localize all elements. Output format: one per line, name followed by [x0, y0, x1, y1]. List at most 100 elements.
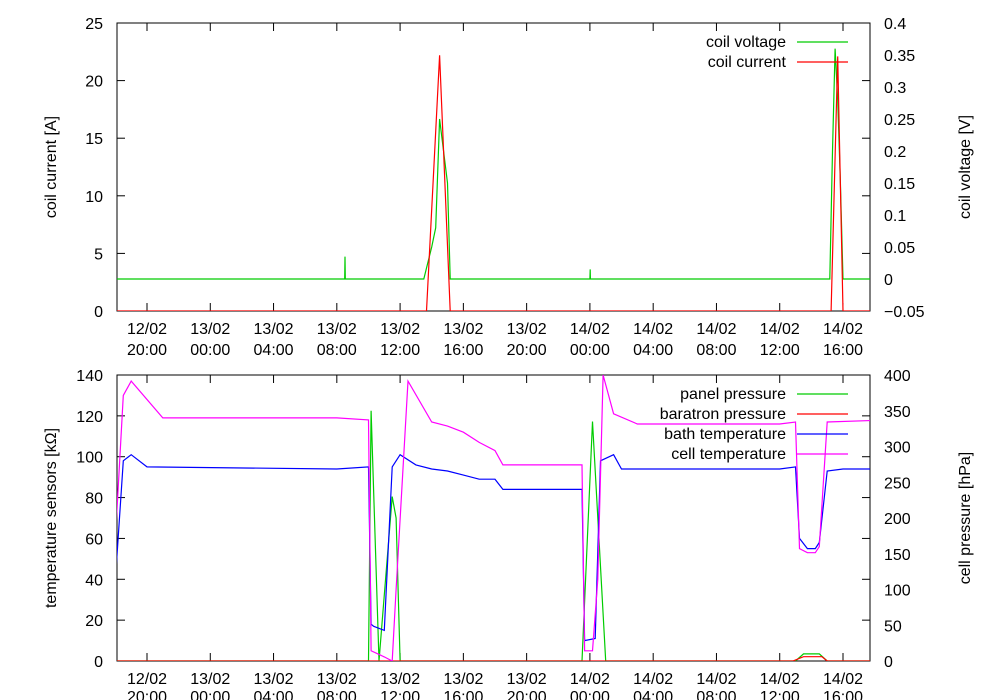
- x-tick-label-date: 13/02: [443, 671, 483, 688]
- y2-tick-label: 0.35: [884, 48, 915, 65]
- y-tick-label: 5: [94, 246, 103, 263]
- y-tick-label: 10: [85, 189, 103, 206]
- y2-tick-label: 0.2: [884, 144, 906, 161]
- series-coil-voltage-line: [117, 48, 870, 280]
- y2-tick-label: 0.25: [884, 112, 915, 129]
- coil-chart: 0 5 10 15 20 25 −0.05 0 0.05 0.1 0.15 0.2 0.25 0.3 0.3…: [43, 16, 974, 359]
- y2-tick-label: 0: [884, 272, 893, 289]
- x-tick-label-time: 04:00: [254, 689, 294, 700]
- y-tick-label: 120: [76, 409, 103, 426]
- x-tick-label-time: 00:00: [190, 689, 230, 700]
- x-tick-label-time: 08:00: [696, 689, 736, 700]
- y-tick-label: 80: [85, 491, 103, 508]
- x-tick-label-date: 14/02: [696, 321, 736, 338]
- x-tick-label-time: 20:00: [507, 689, 547, 700]
- x-tick-label-time: 16:00: [823, 342, 863, 359]
- x-tick-label-time: 12:00: [380, 689, 420, 700]
- y2-tick-label: 50: [884, 618, 902, 635]
- x-tick-label-date: 14/02: [570, 671, 610, 688]
- x-tick-label-time: 16:00: [443, 689, 483, 700]
- y-tick-label: 20: [85, 613, 103, 630]
- y2-tick-label: 0: [884, 654, 893, 671]
- y-tick-label: 140: [76, 368, 103, 385]
- x-tick-label-date: 14/02: [760, 321, 800, 338]
- y2-tick-label: 0.15: [884, 176, 915, 193]
- x-tick-label-time: 08:00: [317, 342, 357, 359]
- legend-label-coil-current: coil current: [708, 54, 787, 71]
- x-tick-label-date: 13/02: [317, 671, 357, 688]
- legend-label-cell-temperature: cell temperature: [671, 446, 786, 463]
- x-tick-label-date: 13/02: [190, 321, 230, 338]
- series-panel-pressure-line: [117, 410, 870, 661]
- y2-tick-label: 300: [884, 440, 911, 457]
- legend-label-baratron-pressure: baratron pressure: [660, 406, 786, 423]
- x-tick-label-time: 16:00: [443, 342, 483, 359]
- y2-tick-label: 200: [884, 511, 911, 528]
- x-tick-label-date: 14/02: [570, 321, 610, 338]
- y-tick-label: 15: [85, 131, 103, 148]
- x-tick-label-date: 13/02: [317, 321, 357, 338]
- y-axis-label: coil current [A]: [43, 116, 60, 218]
- y2-tick-label: 0.1: [884, 208, 906, 225]
- legend-label-bath-temperature: bath temperature: [664, 426, 786, 443]
- x-tick-label-time: 04:00: [633, 342, 673, 359]
- series-coil-current-line: [117, 55, 870, 311]
- x-tick-label-date: 14/02: [633, 671, 673, 688]
- y2-tick-label: 0.05: [884, 240, 915, 257]
- x-tick-label-time: 12:00: [380, 342, 420, 359]
- x-tick-label-time: 16:00: [823, 689, 863, 700]
- y2-tick-label: 400: [884, 368, 911, 385]
- series-bath-temperature-line: [117, 453, 870, 642]
- x-tick-label-date: 14/02: [633, 321, 673, 338]
- x-tick-label-time: 00:00: [190, 342, 230, 359]
- x-tick-label-date: 13/02: [190, 671, 230, 688]
- x-tick-label-time: 08:00: [696, 342, 736, 359]
- series-cell-temperature-line: [117, 375, 870, 661]
- y-axis-label: temperature sensors [kΩ]: [43, 428, 60, 608]
- x-tick-label-date: 14/02: [760, 671, 800, 688]
- y-tick-label: 40: [85, 572, 103, 589]
- x-tick-label-date: 13/02: [443, 321, 483, 338]
- sensor-pressure-chart: 0 20 40 60 80 100 120 140 0 50 100 150 200 250 300 350 4…: [43, 368, 974, 700]
- y2-tick-label: 100: [884, 583, 911, 600]
- y2-tick-label: 350: [884, 404, 911, 421]
- x-tick-label-time: 04:00: [633, 689, 673, 700]
- x-tick-label-date: 13/02: [507, 671, 547, 688]
- y2-tick-label: 250: [884, 475, 911, 492]
- y2-tick-label: 0.4: [884, 16, 906, 33]
- y-tick-label: 25: [85, 16, 103, 33]
- x-tick-label-date: 14/02: [696, 671, 736, 688]
- x-tick-label-time: 20:00: [507, 342, 547, 359]
- x-tick-label-date: 13/02: [507, 321, 547, 338]
- legend-label-coil-voltage: coil voltage: [706, 34, 786, 51]
- x-tick-label-time: 04:00: [254, 342, 294, 359]
- x-tick-label-date: 12/02: [127, 321, 167, 338]
- series-baratron-pressure-line: [117, 656, 870, 661]
- y2-axis-label: cell pressure [hPa]: [957, 452, 974, 585]
- x-tick-label-date: 14/02: [823, 321, 863, 338]
- y-tick-label: 0: [94, 304, 103, 321]
- y-tick-label: 100: [76, 450, 103, 467]
- x-tick-label-date: 12/02: [127, 671, 167, 688]
- x-tick-label-time: 00:00: [570, 689, 610, 700]
- x-tick-label-date: 14/02: [823, 671, 863, 688]
- x-tick-label-time: 12:00: [760, 689, 800, 700]
- y2-tick-label: −0.05: [884, 304, 925, 321]
- y2-tick-label: 0.3: [884, 80, 906, 97]
- y2-axis-label: coil voltage [V]: [957, 115, 974, 219]
- x-tick-label-date: 13/02: [380, 671, 420, 688]
- x-tick-label-time: 20:00: [127, 689, 167, 700]
- y-tick-label: 0: [94, 654, 103, 671]
- x-tick-label-time: 00:00: [570, 342, 610, 359]
- x-tick-label-date: 13/02: [254, 321, 294, 338]
- x-tick-label-time: 12:00: [760, 342, 800, 359]
- x-tick-label-date: 13/02: [254, 671, 294, 688]
- y2-tick-label: 150: [884, 547, 911, 564]
- x-tick-label-time: 20:00: [127, 342, 167, 359]
- x-tick-label-time: 08:00: [317, 689, 357, 700]
- x-tick-label-date: 13/02: [380, 321, 420, 338]
- legend-label-panel-pressure: panel pressure: [680, 386, 786, 403]
- y-tick-label: 20: [85, 74, 103, 91]
- y-tick-label: 60: [85, 531, 103, 548]
